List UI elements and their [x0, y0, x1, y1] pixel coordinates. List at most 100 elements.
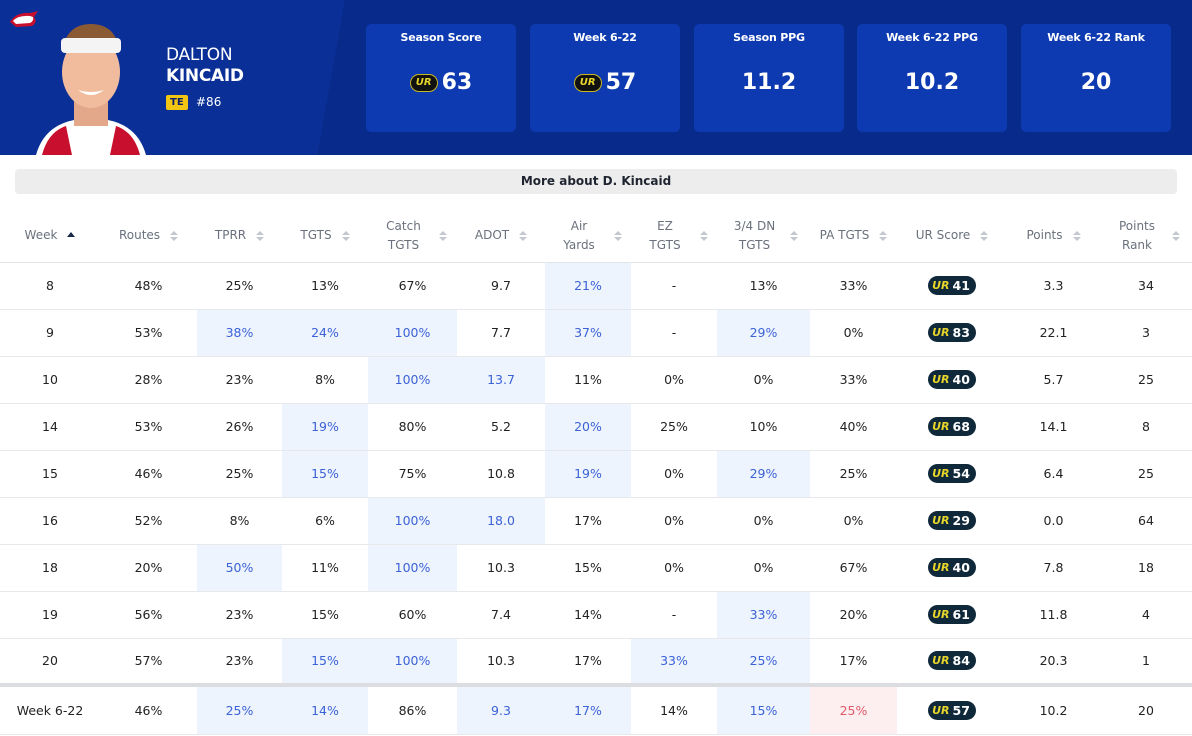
table-cell: -: [631, 591, 717, 639]
table-cell: 20%: [545, 403, 631, 451]
table-cell: 26%: [197, 403, 282, 451]
sort-icon[interactable]: [170, 230, 179, 242]
ur-score: 41: [952, 278, 970, 293]
sort-icon[interactable]: [879, 230, 888, 242]
column-header[interactable]: TPRR: [197, 210, 282, 263]
column-header[interactable]: Points: [1007, 210, 1100, 263]
sort-icon[interactable]: [341, 230, 350, 242]
table-cell: UR 61: [897, 591, 1007, 639]
stat-value-row: UR 63: [366, 70, 516, 95]
ur-score-badge: UR 40: [928, 558, 976, 577]
column-header[interactable]: TGTS: [282, 210, 368, 263]
table-cell: 14%: [631, 683, 717, 735]
table-cell: 25: [1100, 450, 1192, 498]
last-name: KINCAID: [166, 66, 244, 86]
table-cell: 11%: [545, 356, 631, 404]
stat-card: Week 6-22 UR 57: [530, 24, 680, 132]
table-cell: 53%: [100, 309, 197, 357]
table-cell: 15%: [282, 638, 368, 686]
jersey-number: #86: [196, 95, 222, 109]
table-cell: 8%: [282, 356, 368, 404]
sort-icon[interactable]: [700, 230, 708, 242]
table-cell: 15%: [717, 683, 810, 735]
table-cell: 6.4: [1007, 450, 1100, 498]
table-cell: UR 54: [897, 450, 1007, 498]
table-cell: 6%: [282, 497, 368, 545]
stat-label: Season PPG: [733, 31, 805, 44]
stat-value: 20: [1080, 70, 1112, 95]
ur-logo: UR: [932, 373, 950, 386]
table-cell: 64: [1100, 497, 1192, 545]
table-cell: 25%: [197, 262, 282, 310]
sort-icon[interactable]: [1072, 230, 1081, 242]
table-cell: 33%: [810, 356, 897, 404]
more-button[interactable]: More about D. Kincaid: [15, 169, 1177, 194]
table-cell: 100%: [368, 638, 457, 686]
table-cell: UR 83: [897, 309, 1007, 357]
stats-table: Week Routes TPRR TGTS Catch TGTS ADOT Air Yard…: [0, 210, 1192, 735]
table-cell: 9.7: [457, 262, 545, 310]
sort-icon[interactable]: [256, 230, 265, 242]
table-row: 16 52% 8% 6% 100% 18.0 17% 0% 0% 0% UR 29 0.0 64: [0, 497, 1192, 545]
table-cell: 5.2: [457, 403, 545, 451]
table-cell: 3: [1100, 309, 1192, 357]
stat-value: 10.2: [904, 70, 960, 95]
table-cell: 13%: [717, 262, 810, 310]
column-header[interactable]: EZ TGTS: [631, 210, 717, 263]
table-cell: UR 84: [897, 638, 1007, 686]
table-cell: 25%: [197, 683, 282, 735]
table-cell: 14: [0, 403, 100, 451]
table-cell: 17%: [545, 497, 631, 545]
ur-logo: UR: [932, 608, 950, 621]
table-row: 20 57% 23% 15% 100% 10.3 17% 33% 25% 17% UR 84 20.3 1: [0, 638, 1192, 686]
table-cell: UR 68: [897, 403, 1007, 451]
table-cell: UR 57: [897, 683, 1007, 735]
column-header[interactable]: ADOT: [457, 210, 545, 263]
column-header[interactable]: PA TGTS: [810, 210, 897, 263]
table-cell: 15%: [282, 591, 368, 639]
ur-logo: UR: [932, 654, 950, 668]
column-header[interactable]: Week: [0, 210, 100, 263]
table-cell: UR 40: [897, 544, 1007, 592]
table-cell: 20%: [100, 544, 197, 592]
table-cell: 100%: [368, 356, 457, 404]
stat-card: Week 6-22 Rank 20: [1021, 24, 1171, 132]
sort-icon[interactable]: [438, 230, 447, 242]
table-cell: 57%: [100, 638, 197, 686]
table-cell: 25: [1100, 356, 1192, 404]
table-cell: 17%: [810, 638, 897, 686]
stat-value-row: 20: [1021, 70, 1171, 95]
ur-logo: UR: [932, 467, 950, 480]
stat-value: 63: [441, 70, 473, 95]
table-cell: 19%: [545, 450, 631, 498]
column-header[interactable]: Points Rank: [1100, 210, 1192, 263]
table-cell: 0%: [631, 356, 717, 404]
column-header[interactable]: Catch TGTS: [368, 210, 457, 263]
table-cell: 23%: [197, 638, 282, 686]
sort-icon[interactable]: [789, 230, 798, 242]
column-header[interactable]: UR Score: [897, 210, 1007, 263]
column-label: Week: [24, 228, 58, 243]
table-cell: 53%: [100, 403, 197, 451]
column-label: UR Score: [915, 228, 971, 243]
sort-icon[interactable]: [519, 230, 528, 242]
sort-icon[interactable]: [67, 230, 76, 242]
column-header[interactable]: Air Yards: [545, 210, 631, 263]
column-label: TPRR: [214, 228, 247, 243]
stat-card: Season Score UR 63: [366, 24, 516, 132]
table-row: 9 53% 38% 24% 100% 7.7 37% -29% 0% UR 83 22.1 3: [0, 309, 1192, 357]
table-cell: 7.8: [1007, 544, 1100, 592]
stat-label: Season Score: [400, 31, 482, 44]
ur-score: 61: [952, 607, 970, 622]
player-header: DALTON KINCAID TE #86 Season Score UR 63 We…: [0, 0, 1192, 155]
sort-icon[interactable]: [614, 230, 622, 242]
table-cell: 25%: [197, 450, 282, 498]
sort-icon[interactable]: [1172, 230, 1180, 242]
table-cell: 14%: [545, 591, 631, 639]
ur-score-badge: UR 61: [928, 605, 976, 624]
stat-value-row: 11.2: [694, 70, 844, 95]
ur-score: 84: [952, 653, 970, 669]
column-header[interactable]: Routes: [100, 210, 197, 263]
sort-icon[interactable]: [980, 230, 989, 242]
column-header[interactable]: 3/4 DN TGTS: [717, 210, 810, 263]
